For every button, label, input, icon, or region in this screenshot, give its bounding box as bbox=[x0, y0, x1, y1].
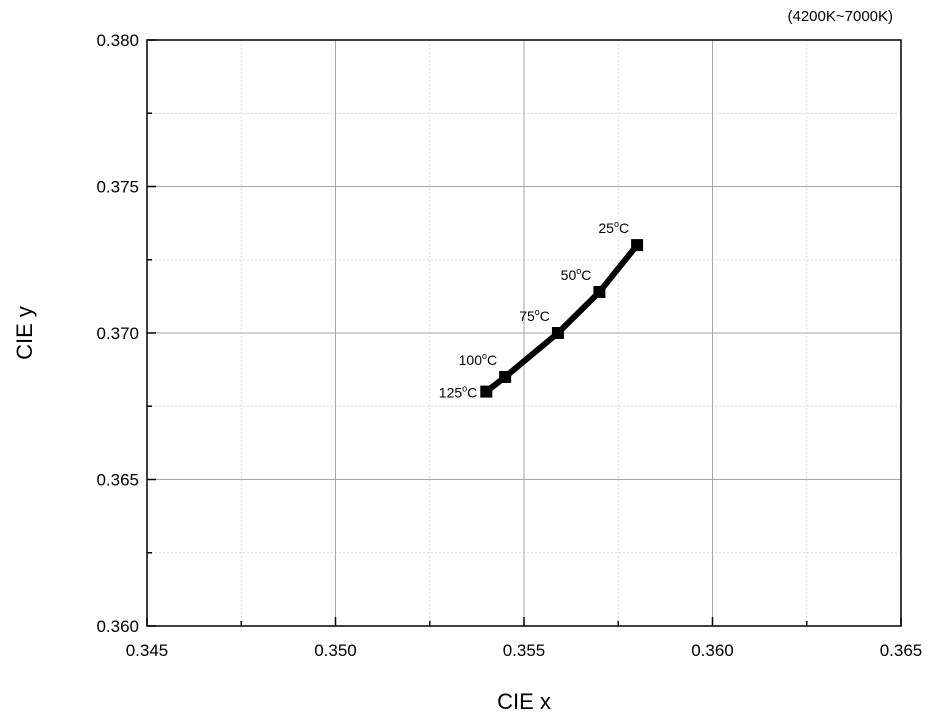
y-tick-label: 0.360 bbox=[96, 617, 139, 636]
x-tick-label: 0.345 bbox=[126, 641, 169, 660]
data-point-marker bbox=[631, 239, 644, 252]
data-point-marker bbox=[593, 285, 606, 298]
data-point-marker bbox=[551, 327, 564, 339]
x-axis-title: CIE x bbox=[497, 689, 551, 714]
x-tick-labels: 0.345 0.350 0.355 0.360 0.365 bbox=[126, 641, 923, 660]
x-tick-label: 0.350 bbox=[314, 641, 357, 660]
y-tick-label: 0.375 bbox=[96, 178, 139, 197]
data-point-label: 25oC bbox=[598, 219, 629, 236]
data-point-label: 100oC bbox=[459, 351, 498, 368]
y-tick-label: 0.370 bbox=[96, 324, 139, 343]
axis-ticks bbox=[146, 39, 902, 627]
data-point-label: 50oC bbox=[561, 266, 592, 283]
data-point-label: 125oC bbox=[439, 384, 478, 401]
y-axis-title: CIE y bbox=[12, 306, 37, 360]
x-tick-label: 0.360 bbox=[691, 641, 734, 660]
grid bbox=[147, 40, 901, 626]
data-point-label: 75oC bbox=[519, 307, 550, 324]
x-tick-label: 0.355 bbox=[503, 641, 546, 660]
y-tick-label: 0.365 bbox=[96, 471, 139, 490]
y-tick-label: 0.380 bbox=[96, 31, 139, 50]
x-tick-label: 0.365 bbox=[880, 641, 923, 660]
point-labels: 125oC 100oC 75oC 50oC 25oC bbox=[439, 219, 629, 401]
cct-range-note: (4200K~7000K) bbox=[788, 8, 894, 25]
data-series bbox=[480, 239, 644, 398]
y-tick-labels: 0.360 0.365 0.370 0.375 0.380 bbox=[96, 31, 139, 636]
data-point-marker bbox=[499, 370, 512, 383]
data-point-marker bbox=[480, 385, 493, 398]
